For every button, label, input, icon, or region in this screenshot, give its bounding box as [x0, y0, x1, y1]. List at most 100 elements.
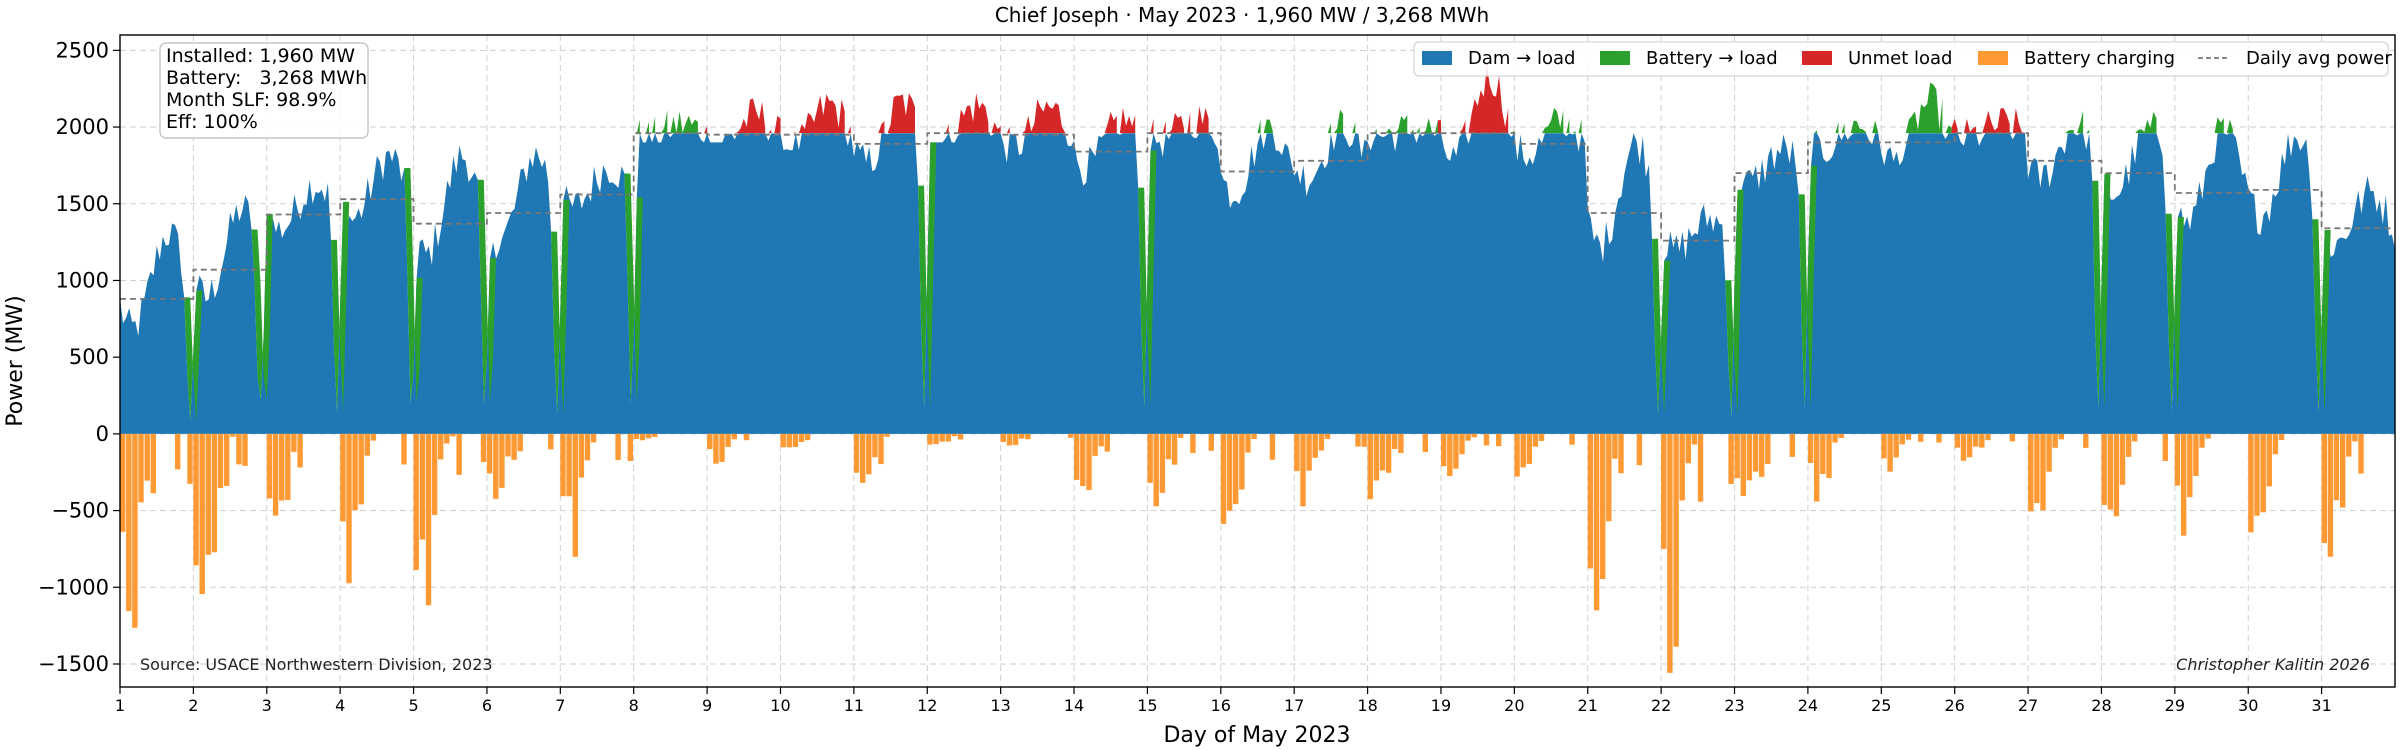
charging-bar	[144, 433, 150, 481]
charging-bar	[1104, 433, 1110, 452]
charging-bar	[1838, 433, 1844, 438]
charging-bar	[175, 433, 181, 470]
charging-bar	[719, 433, 725, 462]
charging-bar	[1178, 433, 1184, 438]
charging-bar	[1306, 433, 1312, 471]
charging-bar	[731, 433, 737, 440]
charging-bar	[2205, 433, 2211, 439]
charging-bar	[1918, 433, 1924, 442]
charging-bar	[1300, 433, 1306, 507]
charging-bar	[358, 433, 364, 505]
charging-bar	[1067, 433, 1074, 438]
charging-bar	[279, 433, 285, 501]
series-unmet-load	[704, 64, 2025, 134]
charging-bar	[2254, 433, 2260, 516]
charging-bar	[860, 433, 866, 483]
legend-swatch-unmet	[1802, 51, 1832, 65]
charging-bar	[1734, 433, 1740, 479]
y-tick-label: −1000	[38, 575, 109, 599]
charging-bar	[713, 433, 719, 464]
charging-bar	[1893, 433, 1899, 458]
charging-bar	[480, 433, 487, 463]
charging-bar	[272, 433, 279, 516]
y-tick-label: 2500	[56, 38, 109, 62]
charging-bar	[438, 433, 444, 460]
charging-bar	[939, 433, 945, 442]
charging-bar	[615, 433, 621, 460]
charging-bar	[927, 433, 933, 445]
charging-bar	[1728, 433, 1734, 484]
charging-bar	[652, 433, 658, 437]
charging-bar	[1740, 433, 1746, 497]
series-battery-to-load-segment	[2312, 219, 2331, 412]
charging-bar	[1006, 433, 1013, 446]
x-tick-label: 21	[1578, 696, 1598, 715]
charging-bar	[1814, 433, 1820, 502]
charging-bar	[2162, 433, 2168, 461]
y-tick-label: 2000	[56, 115, 109, 139]
charging-bar	[1661, 433, 1667, 549]
charging-bar	[578, 433, 585, 478]
charging-bar	[1832, 433, 1838, 443]
charging-bar	[2346, 433, 2352, 457]
x-tick-label: 5	[408, 696, 418, 715]
legend-label-avg: Daily avg power	[2246, 48, 2392, 69]
charging-bar	[1441, 433, 1447, 467]
charging-bar	[2358, 433, 2364, 474]
charging-bar	[2034, 433, 2040, 504]
series-battery-to-load-segment	[477, 179, 496, 404]
x-tick-label: 19	[1431, 696, 1451, 715]
charging-bar	[2199, 433, 2205, 448]
charging-bar	[2272, 433, 2279, 455]
charging-bar	[1820, 433, 1826, 474]
charging-bar	[945, 433, 951, 442]
y-axis-title: Power (MW)	[3, 295, 28, 426]
charging-bar	[1086, 433, 1092, 491]
charging-bar	[590, 433, 597, 443]
charging-bar	[1697, 433, 1704, 502]
charging-bar	[199, 433, 205, 595]
series-battery-to-load-segment	[404, 168, 423, 404]
avg-layer	[120, 132, 2395, 300]
charging-bar	[1453, 433, 1459, 469]
x-axis-title: Day of May 2023	[1163, 723, 1350, 748]
x-tick-label: 29	[2165, 696, 2185, 715]
series-battery-to-load-segment	[184, 290, 203, 422]
charging-bar	[957, 433, 964, 440]
charging-bar	[1361, 433, 1367, 447]
charge-layer	[120, 433, 2364, 673]
info-box-frame	[159, 42, 369, 139]
legend-label-battery: Battery → load	[1646, 48, 1778, 69]
series-battery-to-load-segment	[1651, 238, 1671, 414]
charging-bar	[242, 433, 248, 466]
x-tick-label: 11	[844, 696, 864, 715]
charging-bar	[1098, 433, 1104, 447]
charging-bar	[2187, 433, 2193, 498]
charging-bar	[224, 433, 230, 486]
charging-bar	[853, 433, 860, 473]
charging-bar	[2278, 433, 2285, 440]
charging-bar	[1905, 433, 1912, 440]
legend-swatch-dam	[1422, 51, 1452, 65]
x-tick-label: 7	[555, 696, 565, 715]
charging-bar	[560, 433, 566, 497]
x-tick-label: 31	[2311, 696, 2331, 715]
charging-bar	[2327, 433, 2334, 557]
charging-bar	[1899, 433, 1905, 445]
charging-bar	[1538, 433, 1545, 441]
charging-bar	[1496, 433, 1502, 447]
charging-bar	[780, 433, 786, 448]
legend-label-unmet: Unmet load	[1848, 48, 1952, 69]
charging-bar	[1667, 433, 1673, 673]
charging-bar	[2113, 433, 2120, 517]
charging-bar	[1080, 433, 1086, 487]
series-battery-to-load-segment	[1798, 165, 1817, 409]
charging-bar	[1226, 433, 1233, 511]
charging-bar	[1606, 433, 1612, 522]
x-tick-label: 18	[1357, 696, 1377, 715]
charging-bar	[1887, 433, 1893, 472]
charging-bar	[1392, 433, 1398, 449]
charging-bar	[2260, 433, 2266, 513]
charging-bar	[413, 433, 419, 570]
